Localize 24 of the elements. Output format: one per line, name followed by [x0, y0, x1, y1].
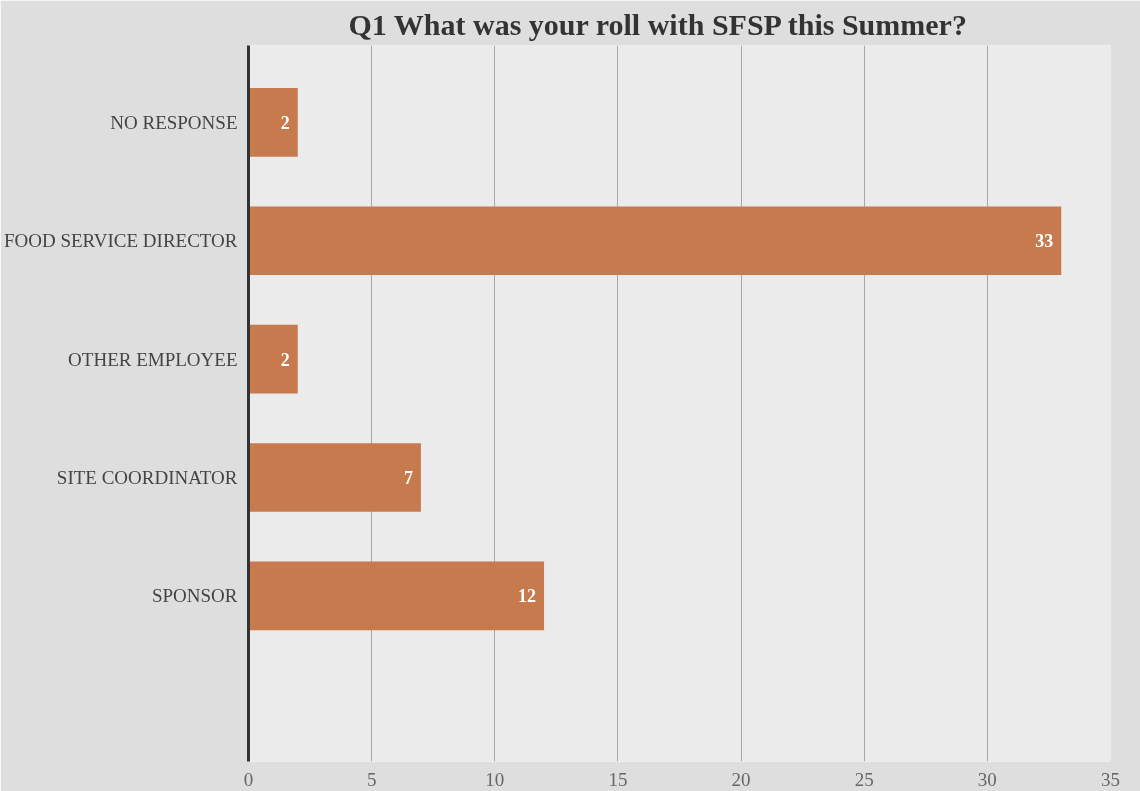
y-tick-label: FOOD SERVICE DIRECTOR — [3, 230, 238, 252]
chart-title: Q1 What was your roll with SFSP this Summer? — [348, 7, 967, 41]
x-tick-label: 15 — [608, 768, 628, 790]
bar — [248, 561, 545, 631]
x-tick-label: 10 — [485, 768, 505, 790]
bar — [248, 324, 298, 394]
bar — [248, 443, 421, 512]
x-tick-label: 30 — [977, 768, 997, 790]
data-label: 2 — [280, 112, 290, 133]
x-tick-label: 0 — [243, 768, 254, 790]
data-label: 7 — [403, 467, 413, 488]
data-label: 33 — [1035, 231, 1054, 252]
data-label: 2 — [280, 349, 290, 370]
y-tick-label: NO RESPONSE — [110, 111, 238, 133]
bar — [248, 88, 298, 157]
x-tick-label: 35 — [1101, 768, 1120, 790]
data-label: 12 — [518, 586, 537, 607]
x-tick-label: 5 — [366, 768, 377, 790]
x-tick-label: 25 — [854, 768, 874, 790]
y-tick-label: SPONSOR — [151, 585, 238, 607]
y-tick-label: SITE COORDINATOR — [56, 466, 238, 488]
x-tick-label: 20 — [731, 768, 751, 790]
bar — [248, 206, 1062, 276]
y-tick-label: OTHER EMPLOYEE — [68, 348, 238, 370]
